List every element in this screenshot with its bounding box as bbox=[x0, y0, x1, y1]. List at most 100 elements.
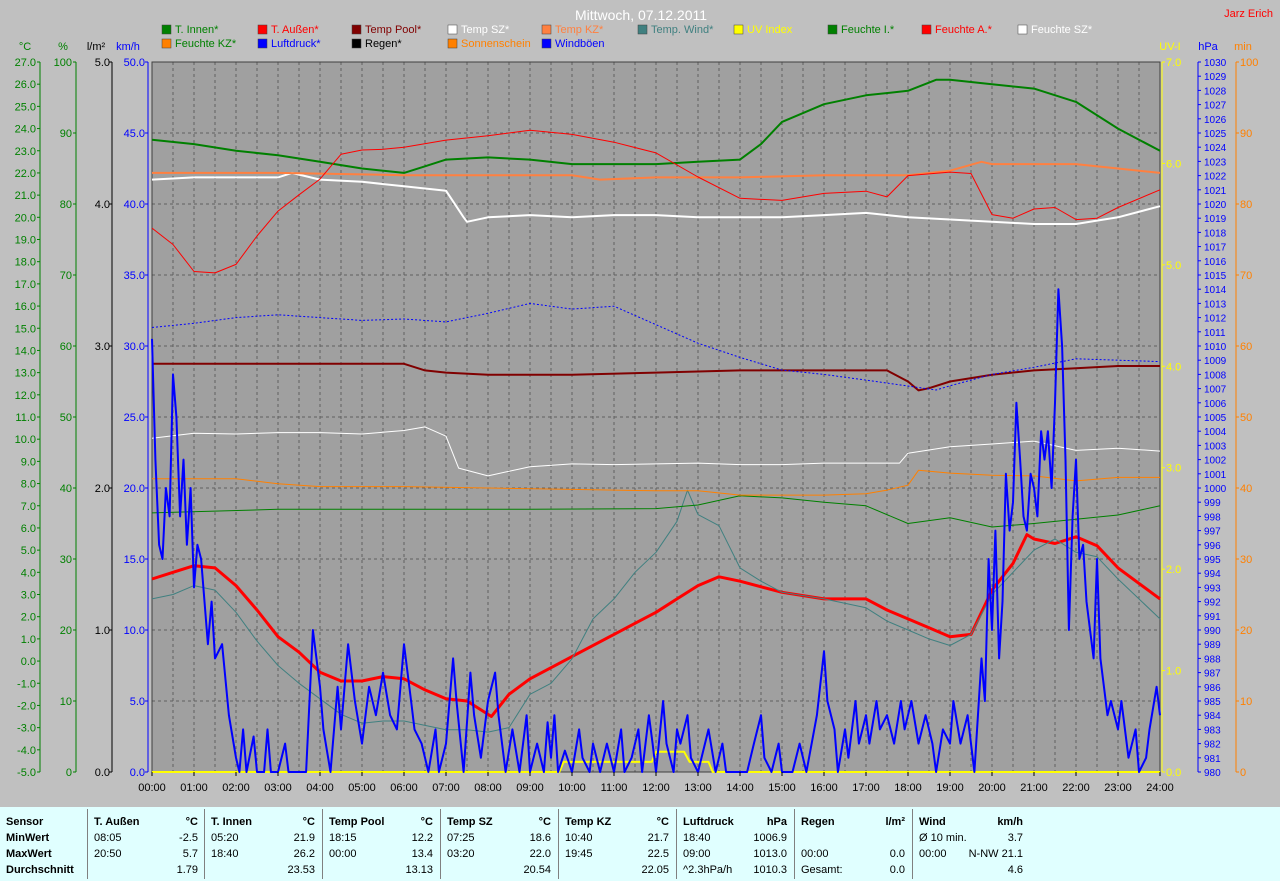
temp-axis-tick-label: -1.0 bbox=[17, 678, 36, 690]
time-tick-label: 13:00 bbox=[684, 782, 712, 794]
pressure-axis-tick-label: 1019 bbox=[1204, 214, 1227, 225]
pressure-axis-tick-label: 1015 bbox=[1204, 271, 1227, 282]
time-tick-label: 11:00 bbox=[601, 782, 628, 794]
stats-avg-value: 20.54 bbox=[523, 864, 551, 876]
stats-max-time: 20:50 bbox=[94, 848, 122, 860]
legend-label: Regen* bbox=[365, 38, 402, 50]
pressure-axis-tick-label: 1020 bbox=[1204, 200, 1227, 211]
stats-separator bbox=[87, 809, 88, 879]
temp-axis-tick-label: 5.0 bbox=[21, 545, 36, 557]
stats-max-value: 1013.0 bbox=[753, 848, 787, 860]
wind-axis-tick-label: 20.0 bbox=[124, 483, 145, 495]
time-tick-label: 03:00 bbox=[264, 782, 292, 794]
stats-min-time: 10:40 bbox=[565, 832, 593, 844]
stats-separator bbox=[322, 809, 323, 879]
legend-label: Feuchte A.* bbox=[935, 24, 993, 36]
minutes-axis-tick-label: 40 bbox=[1240, 483, 1252, 495]
pressure-axis-tick-label: 998 bbox=[1204, 512, 1221, 523]
stats-block-name: T. Außen bbox=[94, 816, 140, 828]
pressure-axis-tick-label: 986 bbox=[1204, 683, 1221, 694]
legend-label: T. Innen* bbox=[175, 24, 219, 36]
temp-axis-tick-label: 23.0 bbox=[15, 146, 36, 158]
time-tick-label: 12:00 bbox=[642, 782, 670, 794]
stats-min-time: 08:05 bbox=[94, 832, 122, 844]
stats-max-time: 19:45 bbox=[565, 848, 593, 860]
temp-axis-tick-label: 8.0 bbox=[21, 479, 36, 491]
pressure-axis-tick-label: 991 bbox=[1204, 612, 1221, 623]
pressure-axis-tick-label: 1026 bbox=[1204, 115, 1227, 126]
legend-label: Temp KZ* bbox=[555, 24, 604, 36]
stats-row-min-label: MinWert bbox=[6, 832, 50, 844]
pressure-axis-tick-label: 992 bbox=[1204, 598, 1221, 609]
pressure-axis-tick-label: 1014 bbox=[1204, 285, 1227, 296]
stats-max-value: 22.5 bbox=[647, 848, 669, 860]
time-tick-label: 23:00 bbox=[1104, 782, 1132, 794]
wind-axis-tick-label: 25.0 bbox=[124, 412, 145, 424]
uv-axis-tick-label: 7.0 bbox=[1166, 57, 1181, 69]
stats-max-time: 00:00 bbox=[329, 848, 357, 860]
pressure-axis-tick-label: 996 bbox=[1204, 541, 1221, 552]
temp-axis-tick-label: 1.0 bbox=[21, 634, 36, 646]
stats-block-name: Temp Pool bbox=[329, 816, 385, 828]
stats-block-name: Temp KZ bbox=[565, 816, 612, 828]
legend-label: T. Außen* bbox=[271, 24, 319, 36]
pressure-axis-tick-label: 994 bbox=[1204, 569, 1221, 580]
stats-max-value: 0.0 bbox=[889, 848, 905, 860]
pressure-axis-tick-label: 988 bbox=[1204, 654, 1221, 665]
pressure-axis-tick-label: 990 bbox=[1204, 626, 1221, 637]
rain-axis-tick-label: 0.0 bbox=[95, 767, 110, 779]
time-tick-label: 18:00 bbox=[894, 782, 922, 794]
pressure-axis-tick-label: 1005 bbox=[1204, 413, 1227, 424]
stats-panel: Sensor MinWert MaxWert Durchschnitt T. A… bbox=[0, 807, 1280, 881]
time-tick-label: 06:00 bbox=[390, 782, 418, 794]
temp-axis-tick-label: 0.0 bbox=[21, 656, 36, 668]
temp-axis-tick-label: 4.0 bbox=[21, 567, 36, 579]
stats-min-time: Ø 10 min. bbox=[919, 832, 967, 844]
pressure-axis-tick-label: 1022 bbox=[1204, 172, 1227, 183]
legend-swatch bbox=[733, 24, 744, 35]
rain-axis-tick-label: 2.0 bbox=[95, 483, 110, 495]
time-tick-label: 05:00 bbox=[348, 782, 376, 794]
temp-axis-tick-label: 19.0 bbox=[15, 235, 36, 247]
time-tick-label: 01:00 bbox=[180, 782, 208, 794]
stats-separator bbox=[440, 809, 441, 879]
minutes-axis-tick-label: 30 bbox=[1240, 554, 1252, 566]
series-line bbox=[151, 171, 1161, 225]
legend-label: Sonnenschein bbox=[461, 38, 531, 50]
pressure-axis-tick-label: 1017 bbox=[1204, 243, 1227, 254]
stats-avg-value: 22.05 bbox=[641, 864, 669, 876]
legend-swatch bbox=[1017, 24, 1028, 35]
stats-row-max-label: MaxWert bbox=[6, 848, 52, 860]
wind-axis-tick-label: 45.0 bbox=[124, 128, 145, 140]
stats-block-name: Temp SZ bbox=[447, 816, 493, 828]
stats-separator bbox=[676, 809, 677, 879]
time-tick-label: 21:00 bbox=[1020, 782, 1048, 794]
wind-axis-tick-label: 15.0 bbox=[124, 554, 145, 566]
series-line bbox=[152, 469, 1160, 496]
wind-axis-tick-label: 50.0 bbox=[124, 57, 145, 69]
stats-avg-time: Gesamt: bbox=[801, 864, 843, 876]
legend-label: Windböen bbox=[555, 38, 605, 50]
stats-max-value: 22.0 bbox=[529, 848, 551, 860]
minutes-axis-tick-label: 0 bbox=[1240, 767, 1246, 779]
legend-label: Temp Pool* bbox=[365, 24, 422, 36]
legend-swatch bbox=[541, 24, 552, 35]
stats-avg-value: 23.53 bbox=[287, 864, 315, 876]
stats-min-value: 12.2 bbox=[411, 832, 433, 844]
stats-block-unit: °C bbox=[420, 816, 433, 828]
stats-min-time: 05:20 bbox=[211, 832, 239, 844]
pressure-axis-tick-label: 997 bbox=[1204, 527, 1221, 538]
stats-avg-time: ^2.3hPa/h bbox=[683, 864, 733, 876]
stats-block: T. Außen °C 08:05 -2.5 20:50 5.7 1.79 bbox=[90, 807, 204, 881]
wind-axis-unit: km/h bbox=[116, 41, 140, 53]
temp-axis-tick-label: 12.0 bbox=[15, 390, 36, 402]
series-line bbox=[152, 160, 1161, 181]
stats-block-unit: °C bbox=[538, 816, 551, 828]
time-tick-label: 04:00 bbox=[306, 782, 334, 794]
humidity-axis-tick-label: 70 bbox=[60, 270, 72, 282]
minutes-axis-tick-label: 80 bbox=[1240, 199, 1252, 211]
pressure-axis-tick-label: 1012 bbox=[1204, 314, 1227, 325]
rain-axis-tick-label: 3.0 bbox=[95, 341, 110, 353]
time-tick-label: 20:00 bbox=[978, 782, 1006, 794]
minutes-axis-tick-label: 50 bbox=[1240, 412, 1252, 424]
